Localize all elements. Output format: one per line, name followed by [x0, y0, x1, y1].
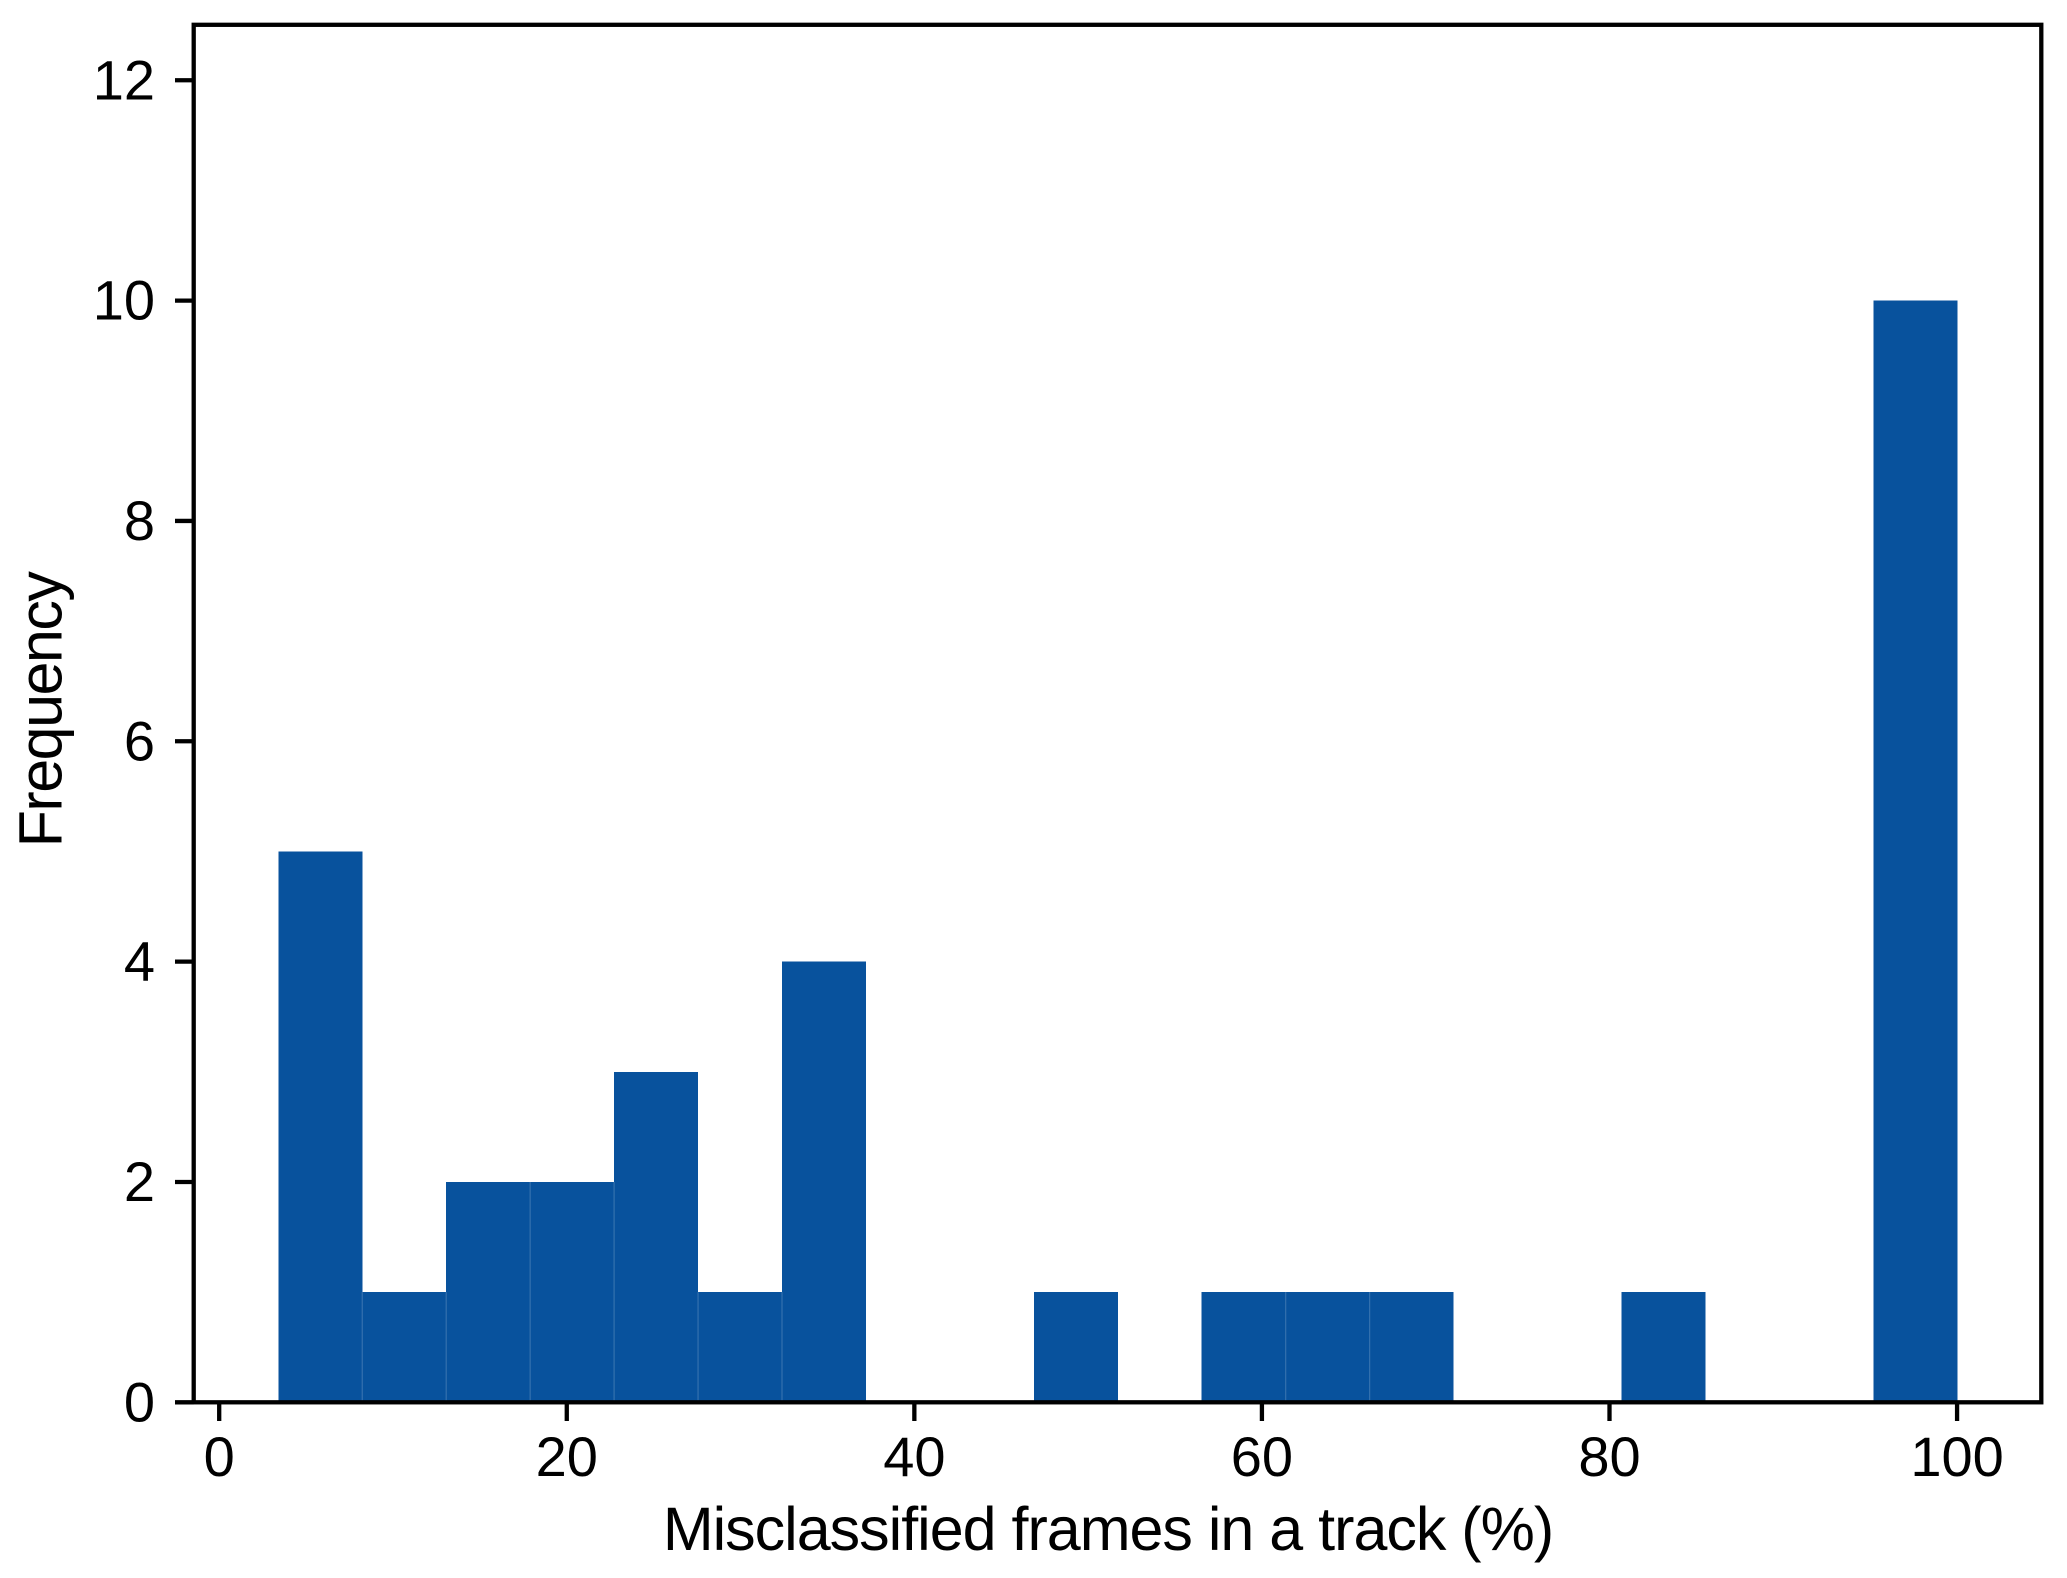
svg-text:0: 0 — [124, 1370, 155, 1433]
svg-text:4: 4 — [124, 930, 155, 993]
svg-text:100: 100 — [1910, 1425, 2003, 1488]
svg-text:60: 60 — [1231, 1425, 1293, 1488]
svg-text:12: 12 — [93, 48, 155, 111]
svg-text:80: 80 — [1578, 1425, 1640, 1488]
svg-text:Frequency: Frequency — [7, 571, 75, 848]
svg-text:8: 8 — [124, 489, 155, 552]
svg-text:Misclassified frames in a trac: Misclassified frames in a track (%) — [663, 1495, 1553, 1563]
svg-text:40: 40 — [883, 1425, 945, 1488]
svg-text:0: 0 — [204, 1425, 235, 1488]
svg-text:6: 6 — [124, 709, 155, 772]
svg-text:2: 2 — [124, 1150, 155, 1213]
svg-text:20: 20 — [536, 1425, 598, 1488]
svg-text:10: 10 — [93, 269, 155, 332]
